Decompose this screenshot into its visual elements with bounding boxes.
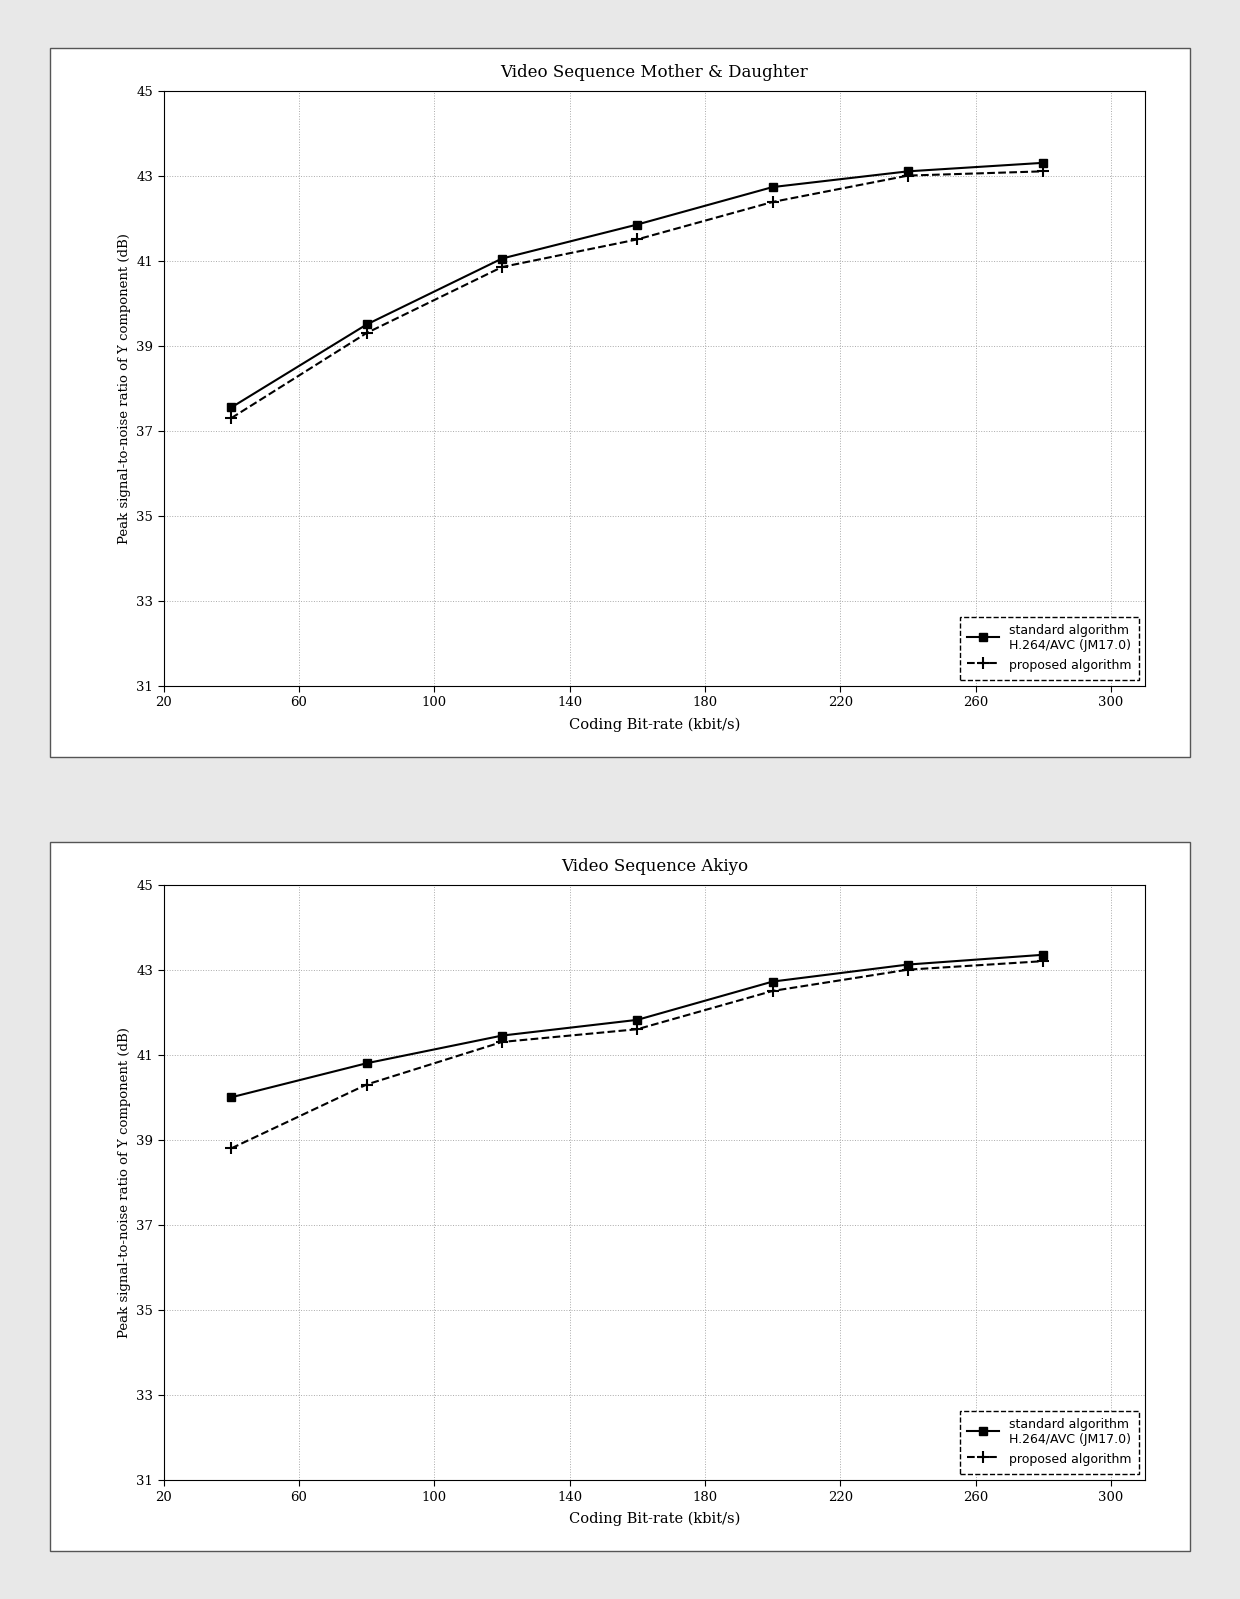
X-axis label: Coding Bit-rate (kbit/s): Coding Bit-rate (kbit/s)	[568, 718, 740, 732]
proposed algorithm	[765, 982, 780, 1001]
standard algorithm
H.264/AVC (JM17.0)	[630, 214, 645, 233]
standard algorithm
H.264/AVC (JM17.0)	[224, 398, 239, 417]
standard algorithm
H.264/AVC (JM17.0)	[360, 315, 374, 334]
standard algorithm
H.264/AVC (JM17.0)	[765, 972, 780, 991]
standard algorithm
H.264/AVC (JM17.0)	[1035, 945, 1050, 964]
Legend: standard algorithm
H.264/AVC (JM17.0), proposed algorithm: standard algorithm H.264/AVC (JM17.0), p…	[960, 1410, 1138, 1474]
proposed algorithm	[360, 1075, 374, 1094]
proposed algorithm	[630, 230, 645, 249]
standard algorithm
H.264/AVC (JM17.0)	[360, 1054, 374, 1073]
proposed algorithm	[224, 408, 239, 427]
proposed algorithm	[630, 1020, 645, 1039]
Title: Video Sequence Akiyo: Video Sequence Akiyo	[560, 857, 748, 875]
standard algorithm
H.264/AVC (JM17.0)	[1035, 154, 1050, 173]
proposed algorithm	[1035, 161, 1050, 181]
Y-axis label: Peak signal-to-noise ratio of Y component (dB): Peak signal-to-noise ratio of Y componen…	[118, 1027, 130, 1338]
standard algorithm
H.264/AVC (JM17.0)	[900, 161, 915, 181]
proposed algorithm	[224, 1138, 239, 1158]
standard algorithm
H.264/AVC (JM17.0)	[224, 1087, 239, 1107]
Line: proposed algorithm: proposed algorithm	[226, 956, 1049, 1154]
standard algorithm
H.264/AVC (JM17.0)	[765, 177, 780, 197]
standard algorithm
H.264/AVC (JM17.0)	[495, 1027, 510, 1046]
standard algorithm
H.264/AVC (JM17.0)	[630, 1011, 645, 1030]
proposed algorithm	[495, 1033, 510, 1052]
proposed algorithm	[900, 959, 915, 979]
standard algorithm
H.264/AVC (JM17.0)	[495, 249, 510, 269]
proposed algorithm	[900, 166, 915, 185]
Y-axis label: Peak signal-to-noise ratio of Y component (dB): Peak signal-to-noise ratio of Y componen…	[118, 233, 130, 544]
Line: standard algorithm
H.264/AVC (JM17.0): standard algorithm H.264/AVC (JM17.0)	[227, 158, 1047, 411]
proposed algorithm	[765, 192, 780, 211]
Legend: standard algorithm
H.264/AVC (JM17.0), proposed algorithm: standard algorithm H.264/AVC (JM17.0), p…	[960, 617, 1138, 680]
X-axis label: Coding Bit-rate (kbit/s): Coding Bit-rate (kbit/s)	[568, 1513, 740, 1527]
proposed algorithm	[360, 323, 374, 342]
proposed algorithm	[495, 257, 510, 277]
standard algorithm
H.264/AVC (JM17.0)	[900, 955, 915, 974]
Line: standard algorithm
H.264/AVC (JM17.0): standard algorithm H.264/AVC (JM17.0)	[227, 951, 1047, 1102]
Line: proposed algorithm: proposed algorithm	[226, 166, 1049, 424]
Title: Video Sequence Mother & Daughter: Video Sequence Mother & Daughter	[501, 64, 808, 80]
proposed algorithm	[1035, 951, 1050, 971]
